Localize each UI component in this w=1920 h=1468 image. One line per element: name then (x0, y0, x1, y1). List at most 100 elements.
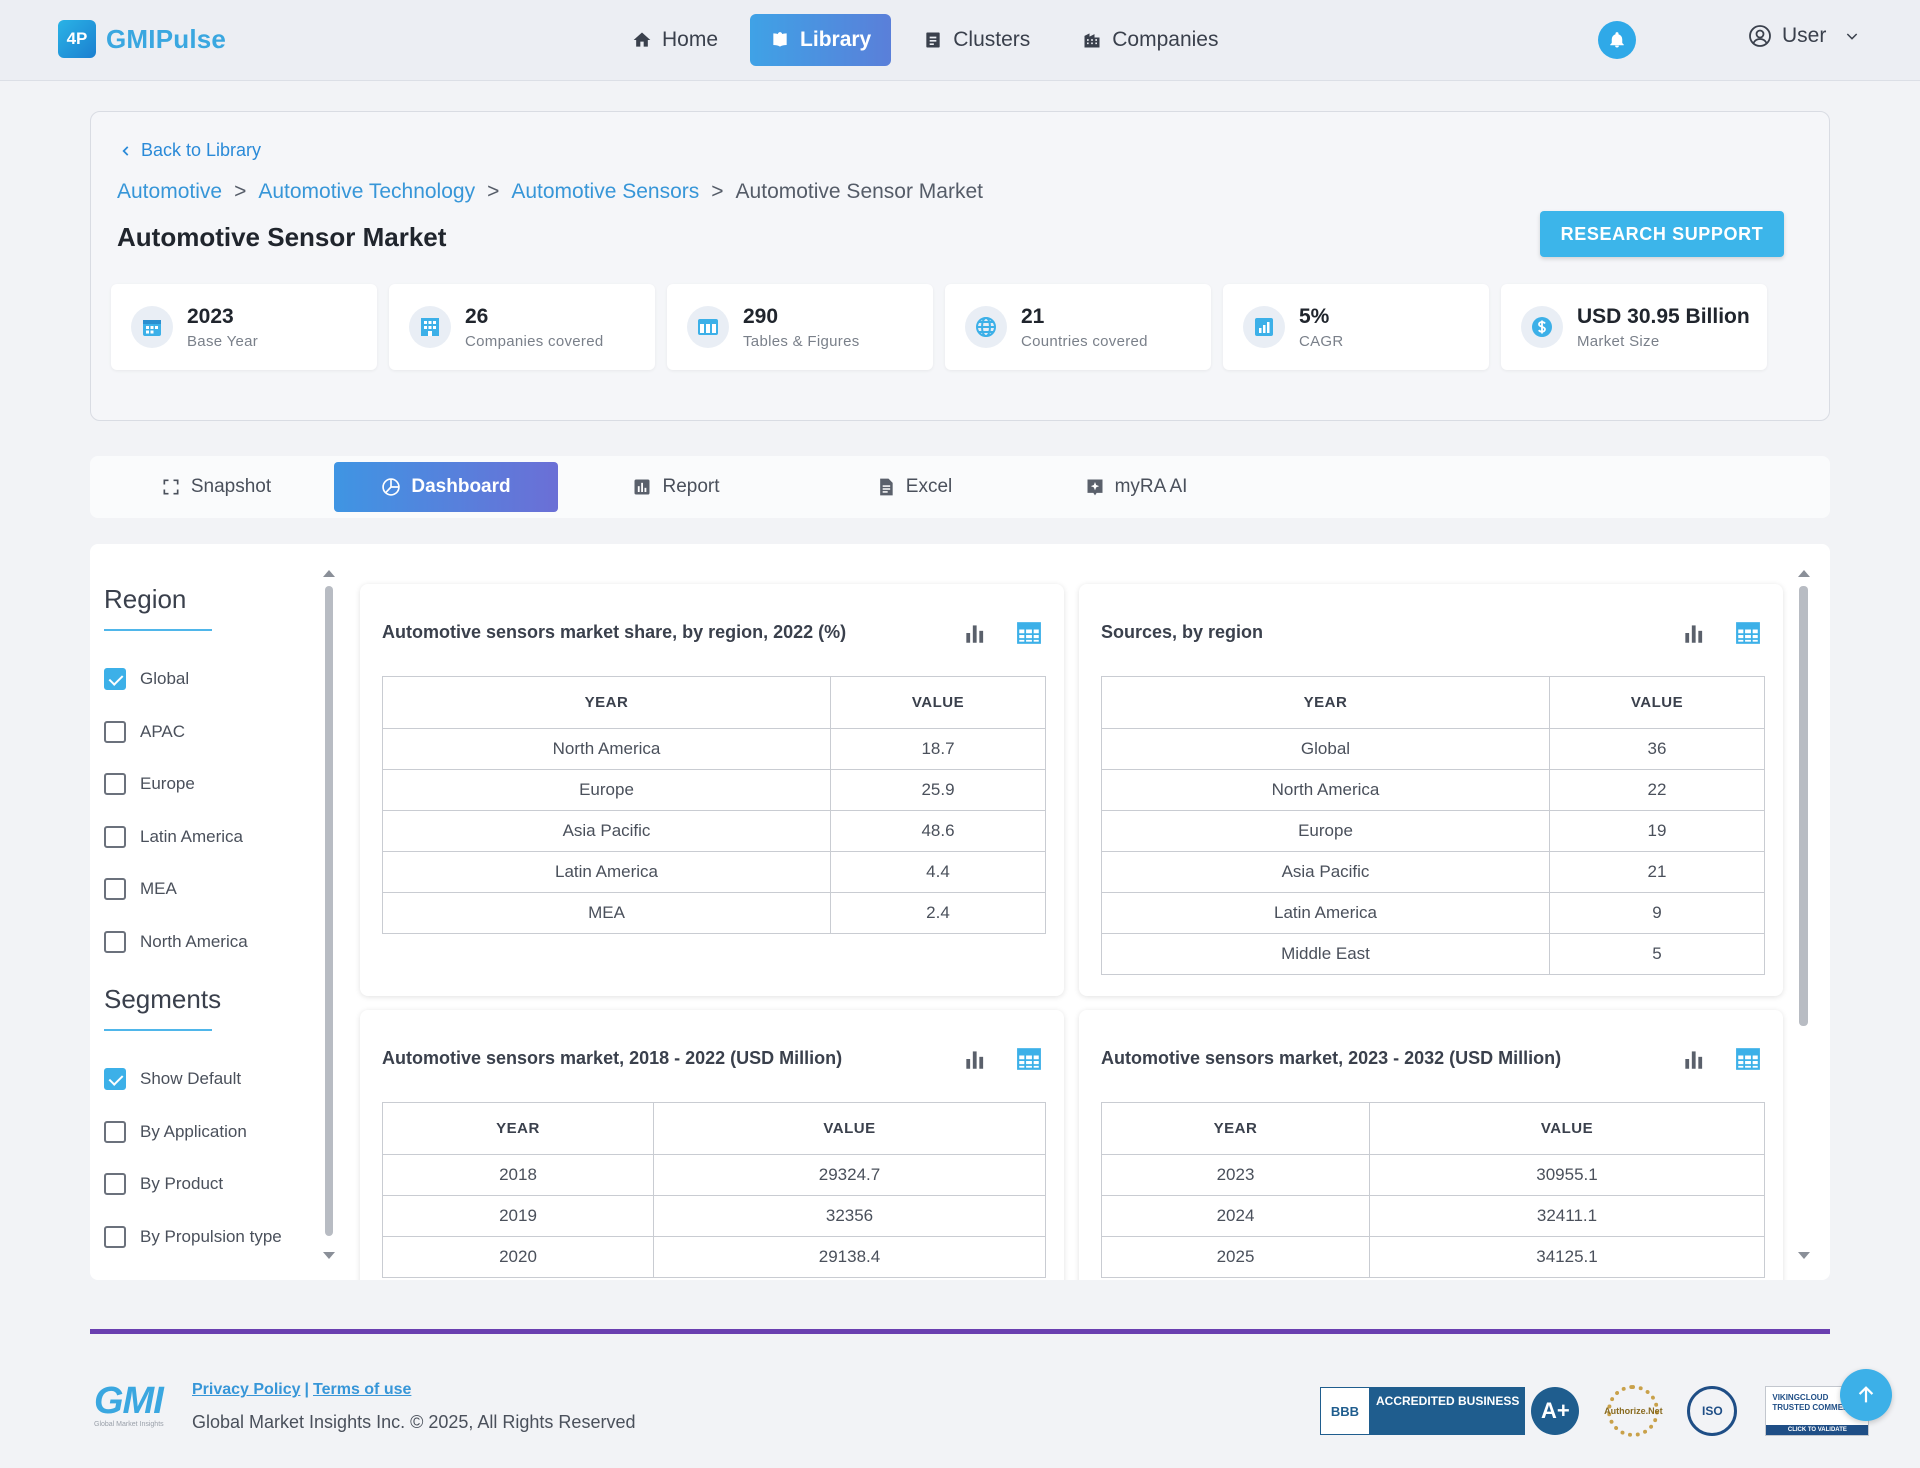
home-icon (633, 32, 651, 47)
nav-clusters[interactable]: Clusters (903, 14, 1050, 66)
globe-icon (976, 317, 996, 337)
table-view-icon[interactable] (1016, 1046, 1042, 1072)
checkbox[interactable] (104, 1120, 126, 1143)
checkbox[interactable] (104, 930, 126, 953)
column-header: YEAR (382, 676, 831, 729)
breadcrumb-automotive-technology[interactable]: Automotive Technology (258, 180, 476, 203)
table-view-icon[interactable] (1016, 620, 1042, 646)
table-row: 2019 32356 (382, 1195, 1046, 1237)
main-nav: Home Library Clusters Companies (612, 14, 1239, 66)
breadcrumb-automotive[interactable]: Automotive (117, 180, 223, 203)
back-to-library-link[interactable]: Back to Library (119, 140, 261, 161)
table-cell: 2024 (1101, 1195, 1370, 1237)
bar-chart-icon[interactable] (1681, 620, 1707, 646)
table-cell: 29138.4 (653, 1236, 1046, 1278)
top-navbar: 4P GMIPulse Home Library Clusters Compan… (0, 0, 1920, 81)
checkbox[interactable] (104, 878, 126, 901)
option-label: Europe (140, 774, 195, 794)
iso-badge[interactable]: ISO (1687, 1386, 1738, 1436)
arrow-up-icon (1858, 1386, 1874, 1403)
table-row: Latin America 4.4 (382, 851, 1046, 893)
segment-option-by-application[interactable]: By Application (104, 1106, 324, 1159)
checkbox[interactable] (104, 668, 126, 691)
breadcrumb-separator: > (234, 180, 247, 203)
nav-companies[interactable]: Companies (1062, 14, 1238, 66)
app-name: GMIPulse (106, 23, 227, 54)
notifications-button[interactable] (1598, 21, 1636, 59)
tab-dashboard-label: Dashboard (411, 476, 511, 497)
table-cell: Latin America (382, 851, 831, 893)
table-view-icon[interactable] (1735, 1046, 1761, 1072)
table-cell: North America (1101, 769, 1550, 811)
tab-report[interactable]: Report (564, 462, 788, 512)
segments-filter-title: Segments (104, 984, 222, 1014)
panel-title: Sources, by region (1101, 622, 1264, 642)
region-option-north-america[interactable]: North America (104, 916, 324, 969)
app-logo[interactable]: 4P GMIPulse (58, 20, 226, 58)
filter-scrollbar[interactable] (323, 570, 335, 1260)
option-label: By Application (140, 1121, 247, 1141)
terms-of-use-link[interactable]: Terms of use (313, 1381, 412, 1398)
bar-chart-icon[interactable] (962, 620, 988, 646)
viking-validate: CLICK TO VALIDATE (1766, 1425, 1869, 1435)
segment-option-by-propulsion-type[interactable]: By Propulsion type (104, 1211, 324, 1264)
dollar-icon (1532, 317, 1552, 337)
table-cell: Europe (382, 769, 831, 811)
tab-excel[interactable]: Excel (802, 462, 1026, 512)
footer-logo[interactable]: GMI Global Market Insights (94, 1380, 164, 1428)
checkbox[interactable] (104, 825, 126, 848)
region-option-europe[interactable]: Europe (104, 758, 324, 811)
table-row: Global 36 (1101, 728, 1765, 770)
dashboard-icon (382, 478, 401, 496)
region-option-mea[interactable]: MEA (104, 863, 324, 916)
scroll-up-icon[interactable] (323, 570, 335, 577)
stat-cagr: 5% CAGR (1223, 284, 1489, 370)
table-view-icon[interactable] (1735, 620, 1761, 646)
copyright: Global Market Insights Inc. © 2025, All … (192, 1412, 636, 1432)
stat-value: 26 (465, 304, 489, 328)
table-cell: 2018 (382, 1154, 654, 1196)
scrollbar-thumb[interactable] (1799, 586, 1808, 1026)
privacy-policy-link[interactable]: Privacy Policy (192, 1381, 301, 1398)
filter-sidebar: Region Global APAC Europe Latin America … (104, 584, 324, 1263)
authorize-net-seal[interactable]: Authorize.Net (1604, 1385, 1663, 1437)
segment-option-by-product[interactable]: By Product (104, 1158, 324, 1211)
breadcrumb-automotive-sensors[interactable]: Automotive Sensors (511, 180, 700, 203)
scrollbar-thumb[interactable] (325, 586, 333, 1236)
bar-chart-icon[interactable] (962, 1046, 988, 1072)
checkbox[interactable] (104, 1225, 126, 1248)
nav-library[interactable]: Library (750, 14, 892, 66)
footer-logo-sub: Global Market Insights (94, 1421, 164, 1428)
content-scrollbar[interactable] (1798, 570, 1810, 1260)
region-option-apac[interactable]: APAC (104, 706, 324, 759)
building-icon (1084, 33, 1100, 48)
tab-myra-ai[interactable]: myRA AI (1024, 462, 1248, 512)
data-table: YEAR VALUE 2023 30955.1 2024 32411.1 2025 34… (1101, 1102, 1765, 1278)
region-option-latin-america[interactable]: Latin America (104, 811, 324, 864)
bar-chart-icon[interactable] (1681, 1046, 1707, 1072)
bell-icon (1610, 32, 1624, 48)
region-option-global[interactable]: Global (104, 653, 324, 706)
segment-option-show-default[interactable]: Show Default (104, 1053, 324, 1106)
checkbox[interactable] (104, 1068, 126, 1091)
table-cell: 4.4 (830, 851, 1046, 893)
checkbox[interactable] (104, 773, 126, 796)
table-cell: Latin America (1101, 892, 1550, 934)
nav-home[interactable]: Home (612, 14, 738, 66)
checkbox[interactable] (104, 1173, 126, 1196)
nav-library-label: Library (800, 28, 872, 51)
user-menu[interactable]: User (1748, 24, 1860, 48)
option-label: Global (140, 669, 190, 689)
tab-dashboard[interactable]: Dashboard (334, 462, 558, 512)
column-header: VALUE (830, 676, 1046, 729)
tab-excel-label: Excel (905, 476, 953, 497)
panel-sources-by-region: Sources, by region YEAR VALUE Global 36 No… (1079, 584, 1783, 996)
scroll-down-icon[interactable] (1798, 1252, 1810, 1259)
research-support-button[interactable]: RESEARCH SUPPORT (1540, 211, 1784, 257)
scroll-up-icon[interactable] (1798, 570, 1810, 577)
scroll-down-icon[interactable] (323, 1252, 335, 1259)
bbb-badge[interactable]: BBB ACCREDITED BUSINESS A+ (1320, 1387, 1580, 1435)
tab-snapshot[interactable]: Snapshot (104, 462, 328, 512)
checkbox[interactable] (104, 720, 126, 743)
scroll-to-top-button[interactable] (1840, 1369, 1892, 1421)
